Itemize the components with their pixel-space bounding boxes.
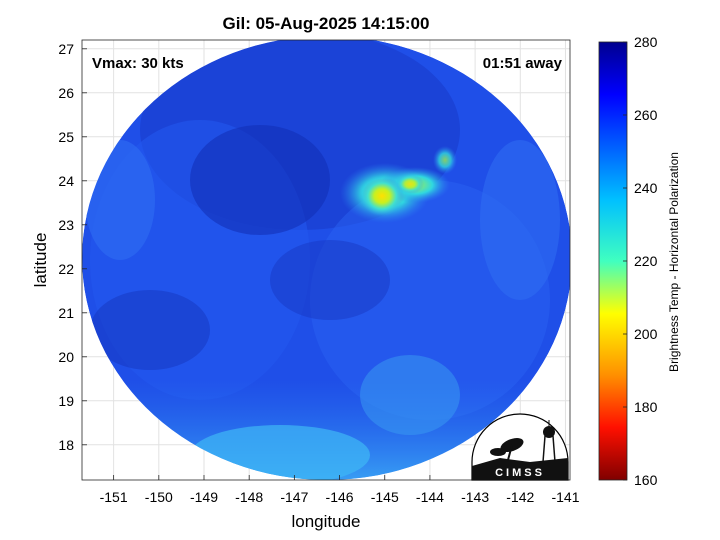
y-tick-label: 21 bbox=[58, 305, 74, 321]
colorbar-tick-label: 200 bbox=[634, 326, 658, 342]
y-tick-label: 19 bbox=[58, 393, 74, 409]
x-axis-label: longitude bbox=[291, 512, 360, 531]
x-tick-label: -151 bbox=[100, 489, 128, 505]
vmax-annotation: Vmax: 30 kts bbox=[92, 55, 184, 72]
time-away-annotation: 01:51 away bbox=[483, 55, 563, 72]
plot-frame bbox=[81, 39, 571, 481]
x-tick-label: -150 bbox=[145, 489, 173, 505]
x-tick-label: -142 bbox=[506, 489, 534, 505]
y-tick-label: 25 bbox=[58, 129, 74, 145]
x-tick-label: -147 bbox=[280, 489, 308, 505]
chart-title: Gil: 05-Aug-2025 14:15:00 bbox=[223, 14, 430, 33]
colorbar-tick-label: 260 bbox=[634, 107, 658, 123]
colorbar-tick-label: 240 bbox=[634, 180, 658, 196]
x-tick-label: -145 bbox=[371, 489, 399, 505]
y-tick-label: 18 bbox=[58, 437, 74, 453]
y-tick-label: 27 bbox=[58, 41, 74, 57]
y-tick-label: 26 bbox=[58, 85, 74, 101]
y-axis-label: latitude bbox=[31, 233, 50, 288]
x-tick-label: -143 bbox=[461, 489, 489, 505]
colorbar-tick-label: 180 bbox=[634, 399, 658, 415]
colorbar-tick-label: 160 bbox=[634, 472, 658, 488]
x-axis: -151 -150 -149 -148 -147 -146 -145 -144 -143 -142… bbox=[100, 475, 580, 505]
plot-area: -151 -150 -149 -148 -147 -146 -145 -144 -143 -142… bbox=[58, 39, 580, 505]
x-tick-label: -141 bbox=[551, 489, 579, 505]
y-tick-label: 20 bbox=[58, 349, 74, 365]
y-axis: 27 26 25 24 23 22 21 20 19 18 bbox=[58, 41, 87, 453]
colorbar: 280 260 240 220 200 180 160 Brightness Temp - … bbox=[598, 34, 681, 488]
cimss-logo-text: CIMSS bbox=[495, 467, 545, 479]
y-tick-label: 22 bbox=[58, 261, 74, 277]
x-tick-label: -149 bbox=[190, 489, 218, 505]
x-tick-label: -148 bbox=[235, 489, 263, 505]
x-tick-label: -144 bbox=[416, 489, 444, 505]
colorbar-tick-label: 220 bbox=[634, 253, 658, 269]
y-tick-label: 23 bbox=[58, 217, 74, 233]
x-tick-label: -146 bbox=[326, 489, 354, 505]
colorbar-ticks: 280 260 240 220 200 180 160 bbox=[623, 34, 658, 488]
colorbar-scale bbox=[598, 41, 628, 481]
colorbar-label: Brightness Temp - Horizontal Polarizatio… bbox=[667, 152, 681, 372]
y-tick-label: 24 bbox=[58, 173, 74, 189]
cimss-logo: CIMSS bbox=[471, 413, 569, 481]
colorbar-tick-label: 280 bbox=[634, 34, 658, 50]
